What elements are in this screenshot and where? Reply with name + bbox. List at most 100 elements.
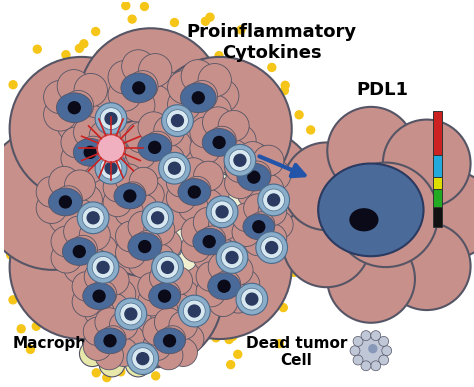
Circle shape xyxy=(155,308,183,336)
Circle shape xyxy=(81,147,89,155)
Circle shape xyxy=(106,221,114,229)
Circle shape xyxy=(36,176,67,207)
Circle shape xyxy=(32,322,40,330)
Circle shape xyxy=(161,130,191,161)
Circle shape xyxy=(194,298,202,306)
Circle shape xyxy=(237,168,245,176)
Circle shape xyxy=(133,80,141,88)
Text: Dead tumor: Dead tumor xyxy=(246,336,347,351)
Ellipse shape xyxy=(83,283,116,310)
Ellipse shape xyxy=(63,238,96,265)
Circle shape xyxy=(229,316,237,324)
Ellipse shape xyxy=(154,328,185,354)
Circle shape xyxy=(73,153,104,184)
Circle shape xyxy=(127,343,159,375)
Circle shape xyxy=(93,290,105,302)
Circle shape xyxy=(82,275,91,283)
Circle shape xyxy=(125,170,133,178)
Circle shape xyxy=(206,79,239,113)
Circle shape xyxy=(162,262,173,273)
Circle shape xyxy=(147,163,155,171)
Circle shape xyxy=(137,353,149,365)
Circle shape xyxy=(64,170,95,201)
Circle shape xyxy=(92,369,100,377)
Circle shape xyxy=(47,167,55,175)
Circle shape xyxy=(169,338,198,366)
Circle shape xyxy=(97,49,105,57)
Circle shape xyxy=(164,335,175,347)
Circle shape xyxy=(246,293,258,305)
Circle shape xyxy=(95,330,120,356)
Circle shape xyxy=(115,298,147,330)
Circle shape xyxy=(209,211,238,241)
Circle shape xyxy=(9,81,17,89)
Circle shape xyxy=(123,216,131,224)
Circle shape xyxy=(181,182,189,190)
Circle shape xyxy=(285,154,293,162)
Circle shape xyxy=(114,194,122,202)
Circle shape xyxy=(87,252,119,283)
Circle shape xyxy=(260,160,291,191)
Circle shape xyxy=(103,173,132,202)
Circle shape xyxy=(141,341,166,366)
Circle shape xyxy=(184,170,191,178)
Circle shape xyxy=(116,221,146,252)
Circle shape xyxy=(61,127,92,158)
Circle shape xyxy=(49,166,80,197)
Circle shape xyxy=(99,351,125,377)
Circle shape xyxy=(146,243,169,267)
Circle shape xyxy=(176,273,184,281)
Circle shape xyxy=(285,233,293,240)
Circle shape xyxy=(271,276,279,283)
Circle shape xyxy=(223,283,253,313)
Circle shape xyxy=(268,63,276,71)
Circle shape xyxy=(22,272,30,280)
Circle shape xyxy=(209,239,238,269)
Circle shape xyxy=(168,88,201,121)
Circle shape xyxy=(175,175,183,183)
Circle shape xyxy=(208,126,236,155)
Circle shape xyxy=(232,199,240,206)
Bar xyxy=(433,111,442,155)
Circle shape xyxy=(361,330,371,341)
Circle shape xyxy=(181,233,211,262)
Circle shape xyxy=(89,149,120,180)
Circle shape xyxy=(7,251,15,259)
Ellipse shape xyxy=(112,350,128,361)
Circle shape xyxy=(208,192,232,216)
Circle shape xyxy=(154,144,185,175)
Circle shape xyxy=(41,202,49,210)
Circle shape xyxy=(245,144,269,167)
Circle shape xyxy=(146,69,179,103)
Circle shape xyxy=(180,84,188,92)
Circle shape xyxy=(196,243,204,250)
Circle shape xyxy=(159,326,186,352)
Circle shape xyxy=(64,252,95,283)
Circle shape xyxy=(144,214,152,222)
Circle shape xyxy=(255,101,263,110)
Circle shape xyxy=(120,303,142,325)
Circle shape xyxy=(252,106,259,114)
Circle shape xyxy=(216,183,223,191)
Circle shape xyxy=(225,336,233,344)
Circle shape xyxy=(253,174,284,205)
Circle shape xyxy=(250,163,258,170)
Circle shape xyxy=(253,221,265,233)
Circle shape xyxy=(256,232,288,264)
Circle shape xyxy=(163,135,171,144)
Circle shape xyxy=(34,308,42,316)
Circle shape xyxy=(200,254,208,262)
Ellipse shape xyxy=(178,179,210,205)
Circle shape xyxy=(90,151,97,158)
Circle shape xyxy=(151,240,159,248)
Circle shape xyxy=(241,82,249,90)
Circle shape xyxy=(152,252,183,283)
Circle shape xyxy=(182,294,190,302)
Circle shape xyxy=(100,179,107,187)
Circle shape xyxy=(202,107,233,138)
Circle shape xyxy=(129,194,158,223)
Circle shape xyxy=(223,308,231,316)
Circle shape xyxy=(24,105,32,113)
Circle shape xyxy=(215,204,223,212)
Circle shape xyxy=(202,222,210,230)
